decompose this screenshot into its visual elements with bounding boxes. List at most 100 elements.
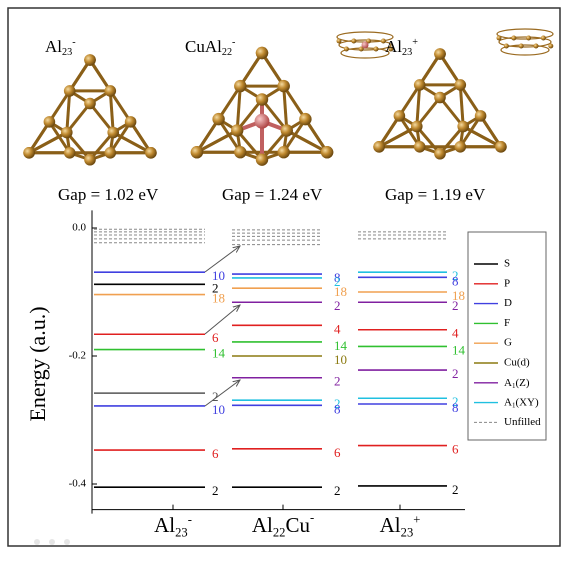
degeneracy-label: 10	[212, 402, 225, 417]
text-part: -	[310, 510, 314, 524]
text-part: Al	[45, 37, 62, 56]
icon	[34, 539, 40, 545]
atom	[455, 79, 467, 91]
degeneracy-label: 14	[452, 342, 466, 357]
atom	[278, 80, 290, 92]
inset-atom	[534, 44, 539, 49]
degeneracy-label: 14	[334, 338, 348, 353]
inset-atom	[504, 44, 509, 49]
atom	[84, 98, 96, 110]
degeneracy-label: 2	[212, 483, 219, 498]
inset-atom	[374, 47, 379, 52]
text-part: (XY)	[515, 396, 539, 408]
atom	[23, 147, 35, 159]
text-part: -	[232, 37, 236, 48]
degeneracy-label: 6	[212, 330, 219, 345]
atom	[434, 148, 446, 160]
atom	[64, 147, 76, 159]
degeneracy-label: 6	[334, 445, 341, 460]
legend-label: S	[504, 258, 510, 270]
text-part: 23	[175, 525, 188, 539]
atom	[373, 141, 385, 153]
legend-label: Cu(d)	[504, 357, 530, 369]
degeneracy-label: 18	[334, 284, 347, 299]
atom	[321, 146, 333, 158]
degeneracy-label: 8	[452, 400, 459, 415]
text-part: 23	[62, 47, 72, 58]
atom	[434, 92, 446, 104]
text-part: 23	[402, 47, 412, 58]
toolbar	[34, 539, 70, 545]
text-part: 23	[401, 525, 414, 539]
legend-label: G	[504, 337, 512, 349]
degeneracy-label: 2	[334, 374, 341, 389]
figure: Al23-Gap = 1.02 eVCuAl22-Gap = 1.24 eVAl…	[0, 0, 569, 556]
y-tick-label: -0.4	[69, 478, 87, 490]
y-tick-label: -0.2	[69, 350, 86, 362]
atom	[457, 121, 469, 133]
inset-atom	[497, 36, 502, 41]
formula: Al23-	[154, 513, 192, 540]
text-part: Al	[154, 513, 175, 537]
atom	[414, 79, 426, 91]
gap-label: Gap = 1.19 eV	[385, 185, 486, 204]
atom	[256, 47, 268, 59]
text-part: 22	[273, 525, 286, 539]
legend-label: D	[504, 297, 512, 309]
atom	[411, 121, 423, 133]
text-part: Al	[380, 513, 401, 537]
inset-atom	[351, 39, 356, 44]
text-part: -	[188, 513, 192, 527]
text-part: +	[412, 37, 418, 48]
degeneracy-label: 2	[452, 482, 459, 497]
atom	[394, 110, 406, 122]
text-part: 22	[222, 47, 232, 58]
legend-label: A1(Z)	[504, 376, 530, 389]
atom	[455, 141, 467, 153]
atom	[234, 80, 246, 92]
atom	[475, 110, 487, 122]
atom	[234, 146, 246, 158]
legend-label: A1(XY)	[504, 396, 539, 409]
atom	[256, 153, 268, 165]
text-part: A	[504, 376, 512, 388]
gap-label: Gap = 1.24 eV	[222, 185, 323, 204]
atom	[231, 124, 243, 136]
icon	[64, 539, 70, 545]
legend-label: P	[504, 277, 510, 289]
legend-label: F	[504, 317, 510, 329]
degeneracy-label: 4	[452, 326, 459, 341]
text-part: CuAl	[185, 37, 222, 56]
atom	[125, 116, 137, 128]
arrow	[205, 305, 240, 334]
text-part: (Z)	[515, 376, 529, 388]
degeneracy-label: 2	[452, 366, 459, 381]
atom	[278, 146, 290, 158]
atom	[105, 85, 117, 97]
atom	[299, 113, 311, 125]
y-tick-label: 0.0	[72, 222, 86, 234]
text-part: A	[504, 396, 512, 408]
atom	[145, 147, 157, 159]
legend-label: Unfilled	[504, 416, 541, 428]
atom	[212, 113, 224, 125]
degeneracy-label: 6	[212, 446, 219, 461]
text-part: Al	[252, 513, 273, 537]
atom	[495, 141, 507, 153]
inset-atom	[519, 44, 524, 49]
text-part: -	[72, 37, 76, 48]
atom-cu	[255, 114, 270, 129]
text-part: +	[413, 513, 420, 527]
atom	[414, 141, 426, 153]
gap-label: Gap = 1.02 eV	[58, 185, 159, 204]
inset-atom	[526, 36, 531, 41]
atom	[84, 154, 96, 166]
inset-atom	[541, 36, 546, 41]
degeneracy-label: 18	[212, 291, 225, 306]
degeneracy-label: 8	[452, 273, 459, 288]
degeneracy-label: 2	[334, 483, 341, 498]
inset-atom	[511, 36, 516, 41]
degeneracy-label: 14	[212, 346, 226, 361]
degeneracy-label: 10	[334, 352, 347, 367]
atom	[107, 127, 119, 139]
